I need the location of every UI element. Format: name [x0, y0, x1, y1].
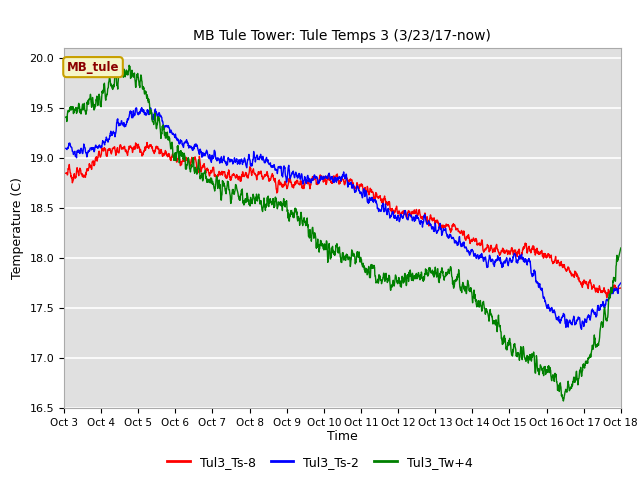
- Tul3_Ts-8: [60, 170, 68, 176]
- Tul3_Ts-8: [601, 288, 609, 293]
- Tul3_Ts-8: [601, 289, 609, 295]
- Tul3_Tw+4: [125, 62, 133, 68]
- Title: MB Tule Tower: Tule Temps 3 (3/23/17-now): MB Tule Tower: Tule Temps 3 (3/23/17-now…: [193, 29, 492, 43]
- Tul3_Ts-2: [602, 301, 609, 307]
- Tul3_Ts-2: [499, 260, 506, 266]
- Tul3_Tw+4: [559, 398, 567, 404]
- Text: MB_tule: MB_tule: [67, 60, 119, 73]
- Tul3_Tw+4: [499, 339, 506, 345]
- Tul3_Ts-2: [138, 105, 145, 110]
- Tul3_Ts-2: [617, 280, 625, 286]
- Tul3_Tw+4: [60, 115, 68, 121]
- Tul3_Tw+4: [316, 242, 324, 248]
- Tul3_Ts-8: [617, 285, 625, 291]
- Tul3_Ts-8: [143, 140, 151, 145]
- Tul3_Ts-8: [499, 245, 506, 251]
- Line: Tul3_Ts-2: Tul3_Ts-2: [64, 108, 621, 329]
- Tul3_Ts-2: [60, 145, 68, 151]
- X-axis label: Time: Time: [327, 431, 358, 444]
- Tul3_Ts-2: [601, 304, 609, 310]
- Tul3_Ts-8: [316, 172, 324, 178]
- Legend: Tul3_Ts-8, Tul3_Ts-2, Tul3_Tw+4: Tul3_Ts-8, Tul3_Ts-2, Tul3_Tw+4: [163, 451, 477, 474]
- Y-axis label: Temperature (C): Temperature (C): [11, 177, 24, 279]
- Tul3_Tw+4: [88, 95, 96, 100]
- Tul3_Tw+4: [601, 308, 609, 313]
- Tul3_Ts-2: [316, 178, 324, 184]
- Tul3_Tw+4: [602, 311, 609, 316]
- Line: Tul3_Ts-8: Tul3_Ts-8: [64, 143, 621, 298]
- Tul3_Ts-8: [331, 176, 339, 181]
- Tul3_Tw+4: [331, 252, 339, 257]
- Tul3_Ts-2: [331, 174, 339, 180]
- Tul3_Ts-8: [603, 295, 611, 300]
- Line: Tul3_Tw+4: Tul3_Tw+4: [64, 65, 621, 401]
- Tul3_Ts-8: [88, 159, 96, 165]
- Tul3_Ts-2: [88, 144, 96, 150]
- Tul3_Tw+4: [617, 245, 625, 251]
- Tul3_Ts-2: [578, 326, 586, 332]
